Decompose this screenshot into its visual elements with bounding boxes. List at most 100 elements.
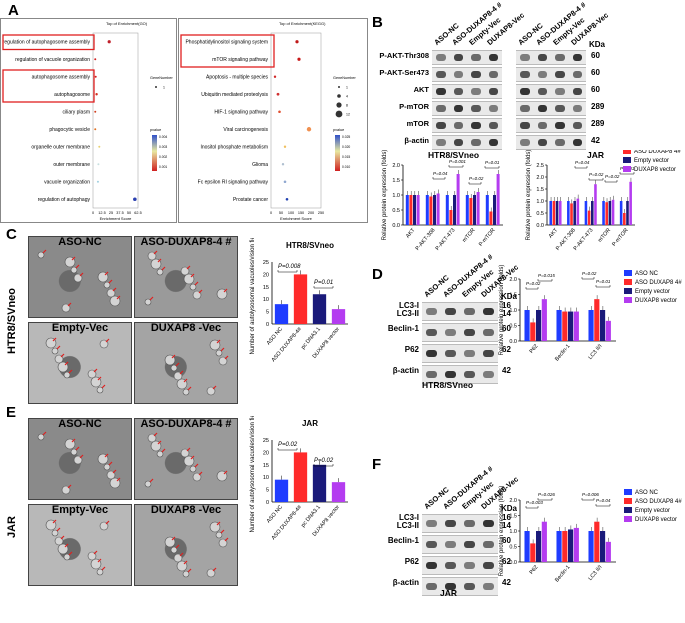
- bar-b-left-bar: [436, 193, 440, 225]
- em-e-arrow: [186, 447, 191, 452]
- blot-d-blot-strip: [422, 344, 498, 363]
- go-plot-title: Top of Enrichment(GO): [106, 21, 148, 26]
- blot-b-right-blot-strip: [516, 135, 586, 150]
- em-c-arrow: [56, 345, 61, 350]
- bar-f-p-value: P=0.026: [538, 492, 555, 497]
- bar-c-bar: [331, 309, 346, 324]
- blot-b-left-band: [471, 139, 481, 146]
- bar-b-left-bar: [449, 210, 453, 225]
- go-term-label: regulation of vacuole organization: [15, 57, 90, 63]
- panel-label-e: E: [6, 404, 17, 421]
- kegg-legend-size-label: 8: [346, 104, 348, 108]
- blot-b-right-band: [520, 88, 530, 95]
- blot-f-blot-strip: [422, 577, 498, 596]
- bar-b-left-bar: [469, 198, 473, 225]
- bar-b-left-bar: [405, 195, 409, 225]
- em-e-vacuole: [96, 568, 104, 576]
- bar-b-right-sig-bracket: [574, 166, 588, 169]
- blot-b-left-band: [453, 71, 463, 78]
- bar-b-left-bar: [429, 196, 433, 225]
- kegg-term-label: Phosphatidylinositol signaling system: [185, 39, 268, 45]
- bar-e-bar: [331, 482, 346, 502]
- blot-f-kda-value: 16: [502, 513, 511, 522]
- em-e-arrow: [198, 471, 203, 476]
- blot-f-kda-value: 42: [502, 578, 511, 587]
- em-c-vacuole: [182, 388, 190, 396]
- bar-b-right-sig-bracket: [619, 172, 635, 175]
- em-c-arrow: [190, 273, 195, 278]
- bar-b-right-y-tick: 2.5: [536, 163, 544, 169]
- blot-d-band: [464, 329, 475, 336]
- blot-b-right-band: [555, 105, 565, 112]
- go-term-label: ciliary plasm: [62, 109, 90, 115]
- em-c-arrow: [187, 386, 192, 391]
- em-c-arrow: [179, 370, 184, 375]
- kegg-pvalue-tick: 0.020: [342, 145, 350, 149]
- em-c-em-image: ASO-DUXAP8-4 #: [134, 236, 238, 318]
- go-xtick: 12.5: [98, 211, 105, 215]
- bar-e-p-value-2: P=0.02: [314, 458, 334, 464]
- em-c-vacuole: [63, 371, 71, 379]
- blot-d-row-label: P62: [404, 345, 419, 354]
- bar-b-left-bar: [409, 195, 413, 225]
- kegg-dot: [276, 92, 280, 96]
- go-dot-chart: regulation of autophagosome assembly regu…: [2, 32, 174, 221]
- blot-d-blot-strip: [422, 302, 498, 321]
- bar-d-bar: [541, 299, 547, 341]
- go-dot: [107, 40, 111, 44]
- blot-b-right-band: [520, 139, 530, 146]
- blot-b-left-band: [471, 54, 481, 61]
- blot-f-kda-value: 60: [502, 536, 511, 545]
- bar-b-right-bar: [626, 201, 629, 225]
- em-e-arrow: [104, 453, 109, 458]
- em-e-arrow: [101, 566, 106, 571]
- blot-b-right-band: [520, 54, 530, 61]
- bar-b-right-y-tick: 2.0: [536, 175, 544, 181]
- kegg-term-label: Inositol phosphate metabolism: [200, 144, 268, 150]
- kegg-term-label: Ubiquitin mediated proteolysis: [201, 92, 268, 98]
- em-e-arrow: [71, 438, 76, 443]
- bar-d-y-label: Relative protein expression (folds): [499, 265, 505, 356]
- bar-d-y-tick: 0.5: [509, 324, 517, 330]
- blot-b-left-band: [436, 139, 446, 146]
- em-c-arrow: [64, 361, 69, 366]
- em-e-em-image: Empty-Vec: [28, 504, 132, 586]
- blot-d-kda-value: 16: [502, 301, 511, 310]
- em-c-arrow: [93, 368, 98, 373]
- em-e-vacuole: [144, 480, 152, 488]
- blot-d-kda-value: 62: [502, 345, 511, 354]
- bar-f-sig-bracket: [525, 506, 539, 509]
- bar-d-legend-swatch: [624, 279, 632, 285]
- blot-b-left-band: [436, 71, 446, 78]
- bar-f-x-tick: P62: [529, 564, 540, 575]
- blot-d-band: [464, 308, 475, 315]
- em-e-arrow: [60, 535, 65, 540]
- bar-f-bar: [530, 543, 536, 562]
- em-c-arrow: [183, 378, 188, 383]
- em-c-arrow: [71, 256, 76, 261]
- em-e-vacuole: [63, 553, 71, 561]
- blot-b-left-band: [471, 105, 481, 112]
- blot-b-right-kda-value: 60: [591, 51, 600, 60]
- bar-b-left-sig-bracket: [484, 166, 500, 169]
- em-e-arrow: [56, 527, 61, 532]
- kegg-xtick: 50: [279, 211, 283, 215]
- panel-e-side-label: JAR: [6, 515, 18, 538]
- blot-b-left-blot-strip: [432, 67, 502, 82]
- blot-f-kda-value: 62: [502, 557, 511, 566]
- bar-f-bar: [588, 531, 594, 562]
- em-e-arrow: [212, 567, 217, 572]
- blot-b-cell-left: HTR8/SVneo: [428, 150, 480, 160]
- blot-f-band: [426, 520, 437, 527]
- blot-b-left-band: [488, 105, 498, 112]
- em-c-vacuole: [103, 281, 111, 289]
- bar-b-right-bar: [584, 201, 588, 225]
- panel-label-c: C: [6, 226, 17, 243]
- bar-b-left-y-tick: 1.5: [392, 178, 400, 184]
- bar-e-y-tick: 20: [263, 450, 269, 456]
- bar-b-right-bar: [552, 201, 556, 225]
- em-c-em-image: Empty-Vec: [28, 322, 132, 404]
- em-c-arrow: [161, 266, 166, 271]
- em-e-vacuole: [37, 433, 45, 441]
- blot-b-left-band: [488, 122, 498, 129]
